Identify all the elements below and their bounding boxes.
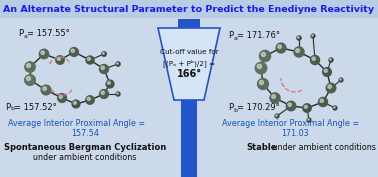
Circle shape [310, 55, 319, 65]
Circle shape [99, 90, 108, 98]
Circle shape [270, 93, 280, 103]
Circle shape [307, 118, 311, 122]
Text: a: a [234, 36, 237, 41]
Circle shape [56, 56, 64, 64]
Text: under ambient conditions: under ambient conditions [33, 153, 137, 162]
Circle shape [73, 101, 76, 104]
Text: 157.54: 157.54 [71, 130, 99, 138]
Circle shape [311, 34, 315, 38]
Circle shape [86, 96, 94, 104]
Text: under ambient conditions: under ambient conditions [270, 142, 376, 152]
Circle shape [334, 107, 335, 108]
Circle shape [41, 51, 45, 55]
Text: Stable: Stable [246, 142, 276, 152]
Circle shape [259, 80, 263, 85]
Circle shape [333, 106, 337, 110]
Circle shape [330, 59, 331, 60]
Circle shape [116, 62, 120, 66]
Circle shape [117, 63, 118, 64]
Circle shape [261, 52, 266, 57]
Circle shape [278, 45, 282, 48]
Circle shape [320, 99, 324, 102]
Circle shape [257, 64, 262, 68]
Text: 171.03: 171.03 [281, 130, 309, 138]
Circle shape [339, 78, 343, 82]
Text: P: P [228, 104, 233, 113]
Circle shape [259, 50, 271, 62]
Text: a: a [23, 33, 27, 39]
Circle shape [101, 66, 104, 69]
Polygon shape [158, 28, 220, 100]
Circle shape [57, 94, 67, 102]
Circle shape [286, 101, 296, 111]
Circle shape [275, 114, 279, 118]
Circle shape [117, 93, 118, 94]
Circle shape [57, 57, 60, 60]
Circle shape [102, 52, 106, 56]
Circle shape [116, 92, 120, 96]
Text: Spontaneous Bergman Cyclization: Spontaneous Bergman Cyclization [4, 142, 166, 152]
Circle shape [72, 100, 80, 108]
Circle shape [324, 69, 327, 72]
Circle shape [304, 105, 307, 109]
Text: Average Interior Proximal Angle =: Average Interior Proximal Angle = [8, 119, 145, 129]
Circle shape [101, 91, 104, 95]
Circle shape [288, 103, 291, 107]
Circle shape [312, 57, 316, 61]
Circle shape [312, 35, 313, 36]
Bar [181, 100, 197, 177]
Bar [178, 19, 200, 28]
Circle shape [276, 115, 277, 116]
Text: [(Pₐ + Pᵇ)/2] =: [(Pₐ + Pᵇ)/2] = [163, 59, 215, 67]
Bar [0, 0, 378, 18]
Text: P: P [228, 32, 233, 41]
Circle shape [59, 95, 62, 98]
Circle shape [255, 62, 267, 74]
Text: = 157.52°: = 157.52° [14, 102, 57, 112]
Circle shape [41, 85, 51, 95]
Circle shape [26, 64, 31, 67]
Circle shape [340, 79, 341, 80]
Text: P: P [5, 102, 10, 112]
Circle shape [323, 68, 332, 76]
Circle shape [25, 62, 35, 72]
Circle shape [71, 49, 74, 52]
Circle shape [294, 47, 304, 57]
Circle shape [296, 49, 299, 53]
Circle shape [303, 104, 311, 112]
Circle shape [318, 98, 328, 107]
Circle shape [328, 85, 332, 88]
Circle shape [329, 58, 333, 62]
Circle shape [106, 80, 114, 88]
Text: = 170.29°: = 170.29° [237, 104, 280, 113]
Text: P: P [18, 30, 23, 39]
Text: = 171.76°: = 171.76° [237, 32, 280, 41]
Circle shape [297, 37, 299, 38]
Circle shape [308, 119, 309, 120]
Circle shape [39, 49, 49, 59]
Circle shape [43, 87, 46, 90]
Circle shape [272, 95, 276, 99]
Circle shape [87, 57, 90, 60]
Text: 166°: 166° [177, 69, 201, 79]
Circle shape [99, 64, 108, 74]
Circle shape [326, 83, 336, 93]
Circle shape [257, 79, 268, 89]
Circle shape [87, 97, 90, 100]
Text: b: b [234, 107, 237, 113]
Circle shape [276, 43, 286, 53]
Text: An Alternate Structural Parameter to Predict the Enediyne Reactivity: An Alternate Structural Parameter to Pre… [3, 4, 375, 13]
Circle shape [25, 75, 35, 85]
Text: b: b [11, 107, 14, 112]
Circle shape [297, 36, 301, 40]
Text: = 157.55°: = 157.55° [27, 30, 70, 39]
Circle shape [107, 81, 110, 84]
Circle shape [26, 76, 31, 81]
Circle shape [70, 48, 78, 56]
Text: Average Interior Proximal Angle =: Average Interior Proximal Angle = [222, 119, 359, 129]
Circle shape [102, 53, 104, 54]
Circle shape [86, 56, 94, 64]
Text: Cut-off value for: Cut-off value for [160, 49, 218, 55]
